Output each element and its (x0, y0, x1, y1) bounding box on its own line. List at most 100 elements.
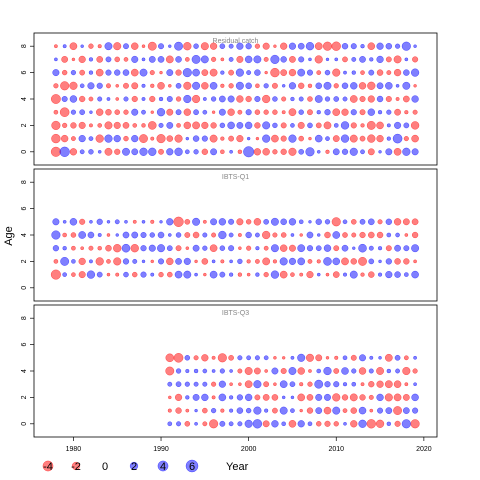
bubble (323, 244, 332, 252)
bubble (262, 94, 271, 104)
bubble (273, 382, 277, 387)
bubble (193, 149, 199, 155)
bubble (114, 69, 121, 76)
bubble (297, 420, 305, 428)
bubble (132, 123, 138, 128)
bubble (78, 271, 86, 279)
bubble (377, 110, 383, 115)
bubble (200, 55, 209, 64)
bubble (349, 270, 358, 279)
bubble (106, 272, 111, 277)
bubble (229, 408, 234, 413)
bubble (288, 419, 297, 428)
bubble (368, 368, 374, 374)
bubble (299, 408, 303, 413)
bubble (333, 123, 339, 128)
bubble (123, 96, 129, 102)
bubble (314, 95, 323, 103)
bubble (378, 356, 382, 360)
legend-bubble (129, 461, 139, 471)
bubble (410, 419, 420, 429)
bubble (368, 271, 375, 278)
bubble (244, 367, 253, 375)
bubble (184, 149, 190, 155)
bubble (184, 381, 190, 387)
bubble (385, 407, 393, 414)
bubble (244, 121, 253, 130)
bubble (263, 271, 269, 278)
bubble (334, 355, 339, 360)
bubble (220, 83, 225, 88)
bubble (209, 42, 218, 50)
bubble (245, 219, 252, 225)
bubble (166, 218, 174, 226)
bubble (70, 136, 76, 142)
bubble (131, 95, 138, 103)
bubble (202, 219, 207, 224)
bubble (237, 355, 243, 361)
bubble (264, 70, 268, 75)
bubble (270, 54, 280, 64)
bubble (52, 245, 60, 252)
bubble (166, 108, 174, 116)
bubble (209, 134, 218, 143)
bubble (368, 394, 374, 400)
bubble (71, 272, 76, 277)
bubble (359, 95, 366, 103)
y-tick-label: 0 (21, 422, 28, 426)
bubble (115, 84, 120, 88)
bubble (202, 421, 208, 427)
bubble (316, 149, 321, 154)
bubble (315, 421, 322, 427)
panel-frame (33, 32, 438, 166)
bubble (376, 69, 384, 76)
bubble (237, 149, 243, 155)
bubble (403, 355, 409, 361)
bubble (141, 97, 146, 101)
bubble (255, 246, 260, 251)
bubble (105, 69, 112, 76)
bubble (323, 393, 332, 401)
bubble (219, 43, 226, 50)
bubble (281, 395, 286, 400)
bubble (183, 108, 192, 116)
bubble (132, 271, 138, 278)
bubble (228, 245, 235, 252)
bubble (333, 245, 340, 252)
bubble (314, 134, 323, 143)
bubble (183, 81, 192, 90)
bubble (323, 81, 332, 90)
bubble (316, 70, 322, 75)
bubble (342, 56, 348, 63)
bubble (147, 41, 157, 51)
bubble (54, 57, 58, 62)
bubble (254, 122, 261, 129)
bubble (384, 353, 393, 362)
bubble (367, 81, 376, 90)
bubble (194, 408, 198, 413)
bubble (246, 70, 252, 76)
bubble (254, 43, 261, 49)
bubble (122, 258, 130, 265)
bubble (332, 148, 340, 156)
bubble (71, 245, 76, 251)
bubble (139, 134, 148, 144)
bubble (166, 69, 174, 77)
bubble (271, 394, 279, 401)
bubble (359, 109, 366, 116)
bubble (289, 381, 296, 388)
bubble (412, 368, 418, 374)
x-tick-label: 2000 (241, 446, 257, 453)
bubble (159, 220, 163, 224)
bubble (237, 233, 242, 237)
bubble (192, 244, 200, 252)
bubble (228, 56, 234, 62)
bubble (244, 393, 253, 402)
bubble (149, 232, 155, 238)
bubble (332, 406, 341, 415)
bubble (359, 135, 366, 142)
bubble (290, 96, 295, 102)
bubble (394, 354, 401, 361)
bubble (228, 354, 234, 361)
